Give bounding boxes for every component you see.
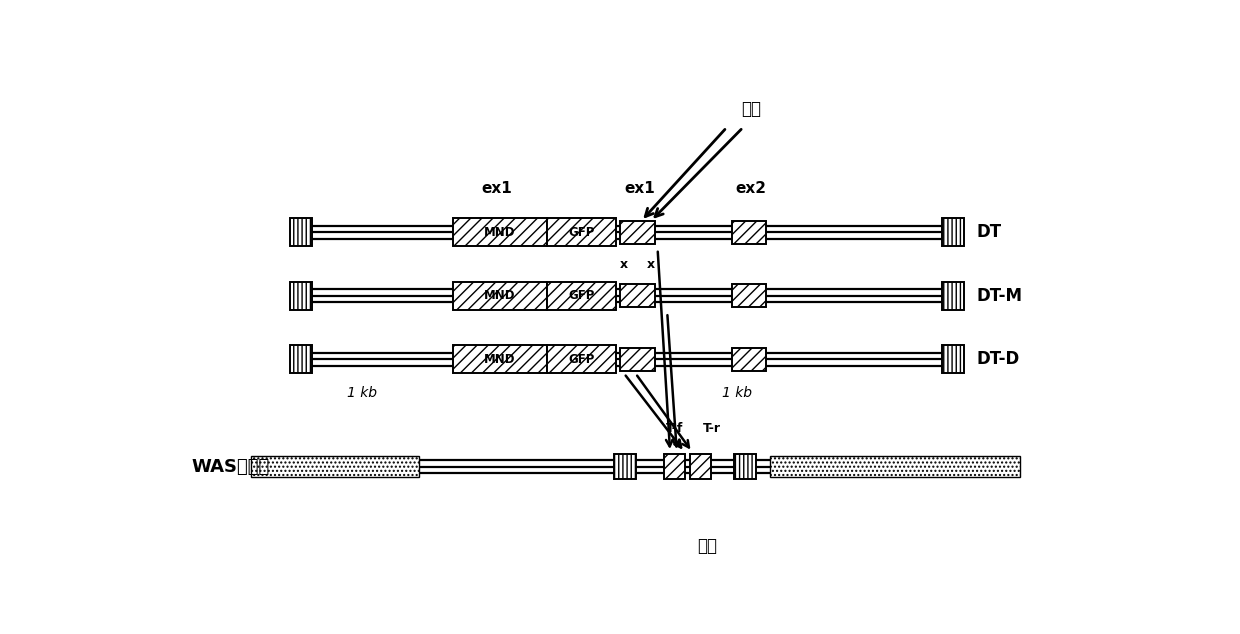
Bar bbox=[942, 345, 965, 373]
Bar bbox=[453, 281, 547, 310]
Text: WAS基因座: WAS基因座 bbox=[191, 458, 270, 476]
Bar bbox=[942, 281, 965, 310]
Bar bbox=[942, 218, 965, 247]
Text: ex1: ex1 bbox=[482, 181, 512, 196]
Text: x: x bbox=[620, 257, 627, 271]
Text: 1 kb: 1 kb bbox=[347, 386, 377, 400]
Bar bbox=[620, 285, 655, 307]
Bar bbox=[732, 285, 766, 307]
Bar bbox=[290, 345, 311, 373]
Text: T-r: T-r bbox=[702, 422, 720, 435]
Bar bbox=[770, 456, 1019, 477]
Bar bbox=[614, 455, 636, 479]
Text: MND: MND bbox=[485, 353, 516, 366]
Text: DT-M: DT-M bbox=[977, 287, 1023, 305]
Text: ex2: ex2 bbox=[735, 181, 766, 196]
Bar bbox=[453, 345, 547, 373]
Text: x: x bbox=[647, 257, 655, 271]
Text: 1 kb: 1 kb bbox=[722, 386, 751, 400]
Bar bbox=[620, 348, 655, 370]
Text: MND: MND bbox=[485, 289, 516, 302]
Bar bbox=[665, 455, 686, 479]
Text: MND: MND bbox=[485, 226, 516, 239]
Bar bbox=[453, 218, 547, 247]
Text: GFP: GFP bbox=[568, 226, 595, 239]
Text: DT: DT bbox=[977, 223, 1002, 242]
Bar bbox=[547, 345, 616, 373]
Bar bbox=[691, 455, 712, 479]
Bar bbox=[620, 221, 655, 243]
Bar bbox=[250, 456, 419, 477]
Text: 红色: 红色 bbox=[740, 100, 761, 117]
Bar bbox=[732, 348, 766, 370]
Bar bbox=[547, 218, 616, 247]
Bar bbox=[732, 221, 766, 243]
Text: 红色: 红色 bbox=[698, 538, 718, 555]
Text: GFP: GFP bbox=[568, 353, 595, 366]
Text: DT-D: DT-D bbox=[977, 350, 1021, 368]
Text: T-f: T-f bbox=[666, 422, 683, 435]
Bar bbox=[290, 218, 311, 247]
Text: GFP: GFP bbox=[568, 289, 595, 302]
Bar bbox=[290, 281, 311, 310]
Bar bbox=[547, 281, 616, 310]
Text: ex1: ex1 bbox=[624, 181, 655, 196]
Bar bbox=[734, 455, 755, 479]
